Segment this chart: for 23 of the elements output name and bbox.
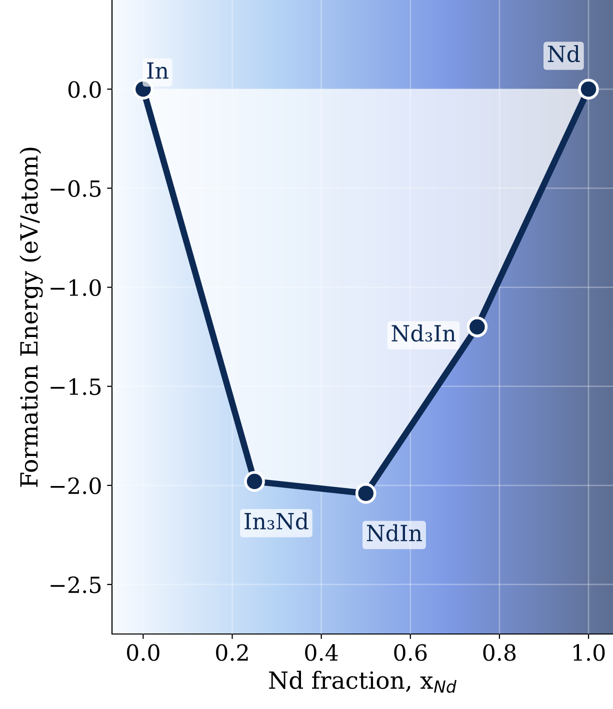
- annotation: Nd₃In: [392, 324, 456, 342]
- y-tick-label: −2.0: [50, 477, 101, 494]
- point: [466, 316, 488, 338]
- annotation: NdIn: [366, 524, 422, 542]
- x-tick-label: 1.0: [574, 644, 605, 661]
- y-tick-label: −0.5: [50, 180, 101, 197]
- y-tick-label: 0.0: [68, 81, 101, 98]
- point: [355, 482, 376, 504]
- x-tick-label: 0.6: [394, 644, 427, 661]
- annotation: In: [147, 62, 168, 79]
- x-tick-label: 0.8: [483, 644, 516, 661]
- y-axis-title: Formation Energy (eV/atom): [20, 148, 43, 487]
- y-tick-label: −1.5: [50, 378, 101, 396]
- x-tick-label: 0.2: [216, 644, 248, 661]
- point: [578, 78, 599, 100]
- x-tick-label: 0.0: [126, 644, 160, 661]
- annotation: In₃Nd: [244, 512, 308, 530]
- x-tick-label: 0.4: [305, 644, 338, 661]
- y-tick-label: −2.5: [50, 576, 101, 594]
- point: [244, 471, 265, 492]
- x-axis-title: Nd fraction, x$_{Nd}$: [269, 670, 456, 693]
- y-tick-label: −1.0: [50, 279, 101, 296]
- annotation: Nd: [548, 45, 580, 62]
